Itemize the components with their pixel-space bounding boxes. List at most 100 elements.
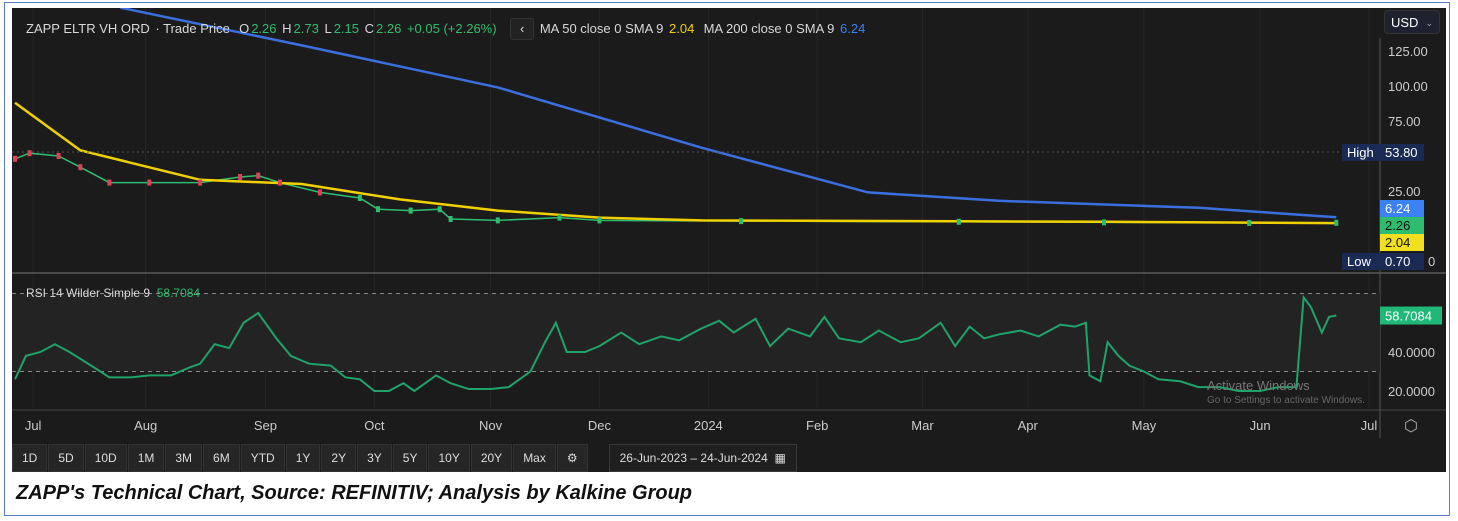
x-tick-label: Jul xyxy=(1361,418,1378,433)
candle xyxy=(1247,219,1252,226)
chart-svg: 125.00 100.00 75.00 25.00 0 40.0000 20.0000 Jul… xyxy=(12,8,1446,438)
candle xyxy=(557,214,562,221)
ma200-last-tag: 6.24 xyxy=(1385,201,1410,216)
candle xyxy=(408,207,413,214)
ma200-label: MA 200 close 0 SMA 9 xyxy=(703,21,835,36)
price-legend: ZAPP ELTR VH ORD · Trade Price O 2.26 H 2.… xyxy=(26,18,867,40)
period-button-20y[interactable]: 20Y xyxy=(470,444,513,472)
rsi-tick-label: 40.0000 xyxy=(1388,345,1435,360)
period-button-6m[interactable]: 6M xyxy=(203,444,240,472)
high-value: 2.73 xyxy=(293,21,319,36)
currency-select[interactable]: USD ⌄ xyxy=(1384,10,1440,34)
candle xyxy=(27,150,32,157)
candle xyxy=(739,218,743,225)
high-label: High xyxy=(1347,145,1374,160)
candle xyxy=(56,153,61,159)
series-trade-price xyxy=(14,152,1337,224)
candle xyxy=(198,179,203,186)
candle xyxy=(1102,219,1106,226)
price-tick-label: 0 xyxy=(1428,254,1435,269)
candle xyxy=(956,218,961,225)
activate-windows-watermark: Activate Windows xyxy=(1207,378,1310,393)
candle xyxy=(597,217,602,224)
settings-gear-icon[interactable]: ⬡ xyxy=(1404,418,1418,435)
chart-panel: 125.00 100.00 75.00 25.00 0 40.0000 20.0000 Jul… xyxy=(12,8,1446,472)
candle xyxy=(1334,219,1339,226)
x-tick-label: Jul xyxy=(25,418,42,433)
open-label: O xyxy=(239,21,250,36)
candle xyxy=(147,179,152,186)
x-tick-label: Sep xyxy=(254,418,277,433)
period-button-10d[interactable]: 10D xyxy=(84,444,127,472)
period-toolbar: 1D 5D 10D 1M 3M 6M YTD 1Y 2Y 3Y 5Y 10Y 20Y Max ⚙ 26-J… xyxy=(12,444,797,472)
x-tick-label: May xyxy=(1132,418,1157,433)
period-button-5d[interactable]: 5D xyxy=(48,444,84,472)
date-to: 24-Jun-2024 xyxy=(700,451,768,465)
rsi-label: RSI 14 Wilder Simple 9 xyxy=(26,286,151,300)
x-tick-label: Aug xyxy=(134,418,157,433)
candle xyxy=(256,172,261,179)
ma50-last-tag: 2.04 xyxy=(1385,235,1410,250)
date-from: 26-Jun-2023 xyxy=(619,451,688,465)
candle xyxy=(238,174,243,180)
period-button-10y[interactable]: 10Y xyxy=(428,444,470,472)
rsi-value: 58.7084 xyxy=(156,286,201,300)
symbol-name: ZAPP ELTR VH ORD xyxy=(26,21,150,36)
high-label: H xyxy=(282,21,292,36)
candle xyxy=(277,179,282,186)
low-value-bg xyxy=(1380,253,1424,270)
change-value: +0.05 (+2.26%) xyxy=(406,21,497,36)
price-tick-label: 125.00 xyxy=(1388,44,1428,59)
x-tick-label: Jun xyxy=(1250,418,1271,433)
period-button-max[interactable]: Max xyxy=(513,444,556,472)
series-ma-200 xyxy=(120,8,1337,219)
candle xyxy=(13,155,17,162)
period-button-3y[interactable]: 3Y xyxy=(357,444,392,472)
low-label: L xyxy=(324,21,332,36)
x-tick-label: 2024 xyxy=(694,418,723,433)
low-label: Low xyxy=(1347,254,1371,269)
calendar-icon: ▦ xyxy=(771,451,786,465)
candle xyxy=(78,164,83,171)
candle xyxy=(107,179,112,186)
price-tick-label: 25.00 xyxy=(1388,184,1421,199)
period-button-1m[interactable]: 1M xyxy=(127,444,165,472)
activate-windows-subtext: Go to Settings to activate Windows. xyxy=(1207,395,1365,406)
candle xyxy=(376,206,380,213)
series-ma-50 xyxy=(14,101,1337,225)
collapse-legend-button[interactable]: ‹ xyxy=(510,18,535,40)
rsi-tick-label: 20.0000 xyxy=(1388,384,1435,399)
price-tick-label: 75.00 xyxy=(1388,114,1421,129)
period-button-1d[interactable]: 1D xyxy=(12,444,48,472)
period-button-2y[interactable]: 2Y xyxy=(321,444,357,472)
ma200-value: 6.24 xyxy=(840,21,866,36)
ma200-last-tag-bg xyxy=(1380,200,1424,217)
open-value: 2.26 xyxy=(251,21,277,36)
candle xyxy=(448,216,453,222)
candle xyxy=(317,189,322,196)
rsi-band xyxy=(12,293,1380,372)
toolbar-settings-icon[interactable]: ⚙ xyxy=(556,444,588,472)
rsi-line xyxy=(14,294,1337,393)
period-button-1y[interactable]: 1Y xyxy=(285,444,321,472)
date-separator: – xyxy=(690,451,698,465)
x-tick-label: Feb xyxy=(806,418,828,433)
date-range-picker[interactable]: 26-Jun-2023 – 24-Jun-2024 ▦ xyxy=(608,444,797,472)
candle xyxy=(357,195,362,201)
candle xyxy=(437,206,442,213)
rsi-last-bg xyxy=(1380,306,1442,325)
price-last-tag-bg xyxy=(1380,217,1424,234)
period-button-ytd[interactable]: YTD xyxy=(240,444,285,472)
x-tick-label: Mar xyxy=(911,418,934,433)
high-value-bg xyxy=(1380,144,1424,161)
period-button-3m[interactable]: 3M xyxy=(165,444,203,472)
ma50-last-tag-bg xyxy=(1380,234,1424,251)
candle xyxy=(495,217,500,224)
figure-caption: ZAPP's Technical Chart, Source: REFINITI… xyxy=(16,482,693,504)
high-label-bg xyxy=(1342,144,1380,161)
ma50-value: 2.04 xyxy=(669,21,695,36)
period-button-5y[interactable]: 5Y xyxy=(392,444,428,472)
rsi-last-tag: 58.7084 xyxy=(1385,309,1432,324)
currency-value: USD xyxy=(1391,15,1419,30)
low-label-bg xyxy=(1342,253,1380,270)
